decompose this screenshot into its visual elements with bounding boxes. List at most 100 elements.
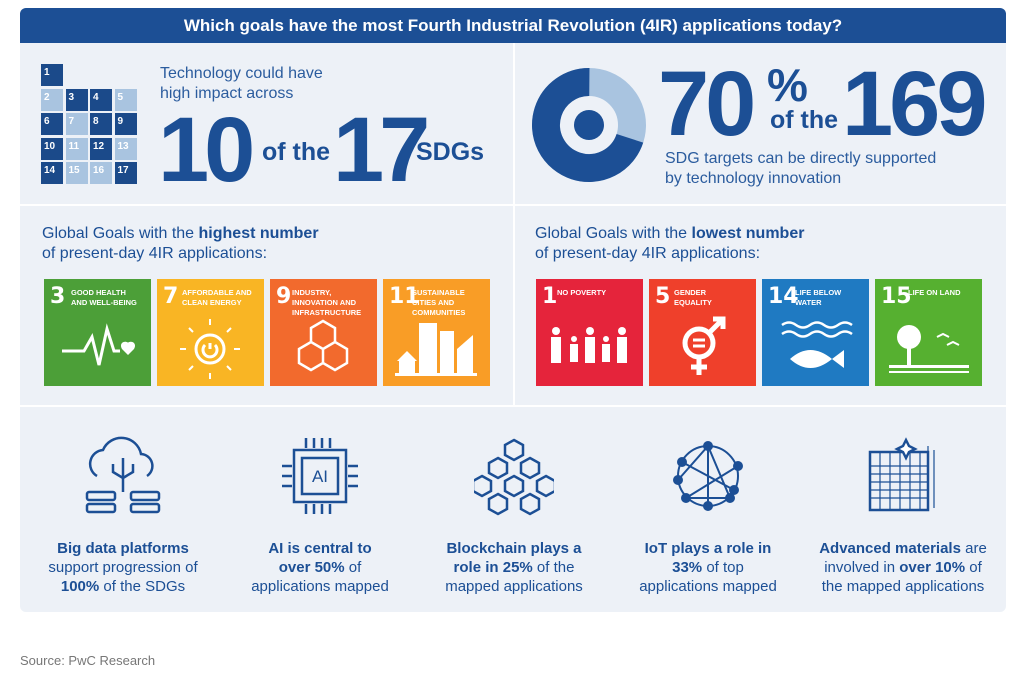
caption-line: 100% of the SDGs <box>28 577 218 596</box>
iot-icon <box>673 441 743 511</box>
caption-text: support progression of <box>48 559 198 576</box>
goal-tile: 7 AFFORDABLE AND CLEAN ENERGY <box>157 279 264 386</box>
sdg-cell: 11 <box>65 137 88 160</box>
unit: SDGs <box>416 138 485 166</box>
sdg-cell: 14 <box>41 162 63 184</box>
caption-line: Advanced materials are <box>808 539 998 558</box>
title-text: of present-day 4IR applications: <box>535 245 761 262</box>
divider <box>20 405 1006 407</box>
donut-center <box>574 110 604 140</box>
connector: of the <box>770 106 839 134</box>
caption-text: of top <box>702 559 744 576</box>
goal-number: 9 <box>276 284 292 309</box>
caption-text: applications mapped <box>639 578 777 595</box>
goal-label: INDUSTRY, INNOVATION AND INFRASTRUCTURE <box>292 288 362 317</box>
caption-line: by technology innovation <box>665 170 842 187</box>
caption-line: role in 25% of the <box>419 558 609 577</box>
goal-tile: 9 INDUSTRY, INNOVATION AND INFRASTRUCTUR… <box>270 279 377 386</box>
header-title: Which goals have the most Fourth Industr… <box>20 8 1006 43</box>
highest-title: Global Goals with the highest number of … <box>42 224 319 264</box>
big-count: 10 <box>158 99 255 201</box>
caption-bold: Advanced materials <box>819 540 961 557</box>
caption-text: the mapped applications <box>821 578 985 595</box>
caption-line: IoT plays a role in <box>613 539 803 558</box>
caption-line: 33% of top <box>613 558 803 577</box>
goal-tile: 15 LIFE ON LAND <box>875 279 982 386</box>
sdg-cell: 8 <box>90 113 112 135</box>
caption: SDG targets can be directly supported by… <box>665 149 936 189</box>
caption-text: are <box>960 540 987 557</box>
tech-caption: Blockchain plays a role in 25% of the mapp… <box>419 539 609 596</box>
caption-line: applications mapped <box>225 577 415 596</box>
caption-line: over 50% of <box>225 558 415 577</box>
goal-tile: 14 LIFE BELOW WATER <box>762 279 869 386</box>
title-text: Global Goals with the <box>535 225 692 242</box>
source: Source: PwC Research <box>20 653 156 668</box>
sdg-cell: 3 <box>65 88 88 111</box>
goal-label: LIFE BELOW WATER <box>795 288 842 307</box>
title-text: of present-day 4IR applications: <box>42 245 268 262</box>
goal-tile: 5 GENDER EQUALITY <box>649 279 756 386</box>
goal-label: NO POVERTY <box>557 288 607 297</box>
connector: of the <box>262 138 331 166</box>
caption-text: applications mapped <box>251 578 389 595</box>
donut-share <box>532 68 646 182</box>
caption-line: applications mapped <box>613 577 803 596</box>
sdg-cell: 13 <box>114 137 137 160</box>
caption-text: of <box>344 559 362 576</box>
chip-label: AI <box>312 467 328 486</box>
lowest-title: Global Goals with the lowest number of p… <box>535 224 804 264</box>
caption-text: mapped applications <box>445 578 583 595</box>
caption-bold: 33% <box>672 559 703 576</box>
goal-label: GENDER EQUALITY <box>674 288 712 307</box>
percent-sign: % <box>767 59 808 111</box>
goal-number: 15 <box>881 284 912 309</box>
sdg-cell: 12 <box>90 137 112 160</box>
caption-line: involved in over 10% of <box>808 558 998 577</box>
sdg-cell: 15 <box>65 162 88 184</box>
caption-line: SDG targets can be directly supported <box>665 150 937 167</box>
caption-line: Big data platforms <box>28 539 218 558</box>
total: 169 <box>842 53 987 155</box>
title-bold: lowest number <box>691 225 805 242</box>
big-data-icon <box>85 436 161 514</box>
sdg-cell: 6 <box>41 113 63 135</box>
caption-bold: over 50% <box>278 559 345 576</box>
goal-label: AFFORDABLE AND CLEAN ENERGY <box>182 288 252 307</box>
caption-text: involved in <box>824 559 900 576</box>
caption-bold: AI is central to <box>268 540 372 557</box>
tech-caption: AI is central to over 50% of applications … <box>225 539 415 596</box>
goal-label: LIFE ON LAND <box>908 288 961 297</box>
divider <box>513 43 515 405</box>
sdg-cell: 4 <box>90 88 112 111</box>
goal-number: 7 <box>163 284 179 309</box>
caption-bold: role in 25% <box>453 559 533 576</box>
caption-bold: Big data platforms <box>57 540 189 557</box>
sdg-cell: 1 <box>41 64 63 86</box>
materials-icon <box>868 437 935 512</box>
caption-bold: Blockchain plays a <box>446 540 582 557</box>
sdg-cell: 5 <box>114 88 137 111</box>
title-bold: highest number <box>198 225 319 242</box>
caption-bold: IoT plays a role in <box>644 540 772 557</box>
donut <box>532 68 646 182</box>
caption-text: of the <box>532 559 575 576</box>
ai-icon: AI <box>282 438 358 514</box>
goal-number: 3 <box>50 284 66 309</box>
goal-number: 5 <box>655 284 671 309</box>
sdg-cell: 7 <box>65 113 88 135</box>
sdg-cell: 10 <box>41 137 63 160</box>
intro-line: high impact across <box>160 85 294 102</box>
caption-line: support progression of <box>28 558 218 577</box>
goal-tile: 11 SUSTAINABLE CITIES AND COMMUNITIES <box>383 279 490 386</box>
sdg-cell: 16 <box>90 162 112 184</box>
caption-line: the mapped applications <box>808 577 998 596</box>
sdg-cell: 9 <box>114 113 137 135</box>
big-total: 17 <box>333 99 430 201</box>
title-text: Global Goals with the <box>42 225 199 242</box>
intro-line: Technology could have <box>160 65 323 82</box>
goal-number: 14 <box>768 284 799 309</box>
tech-caption: Big data platforms support progression of… <box>28 539 218 596</box>
caption-bold: over 10% <box>899 559 966 576</box>
